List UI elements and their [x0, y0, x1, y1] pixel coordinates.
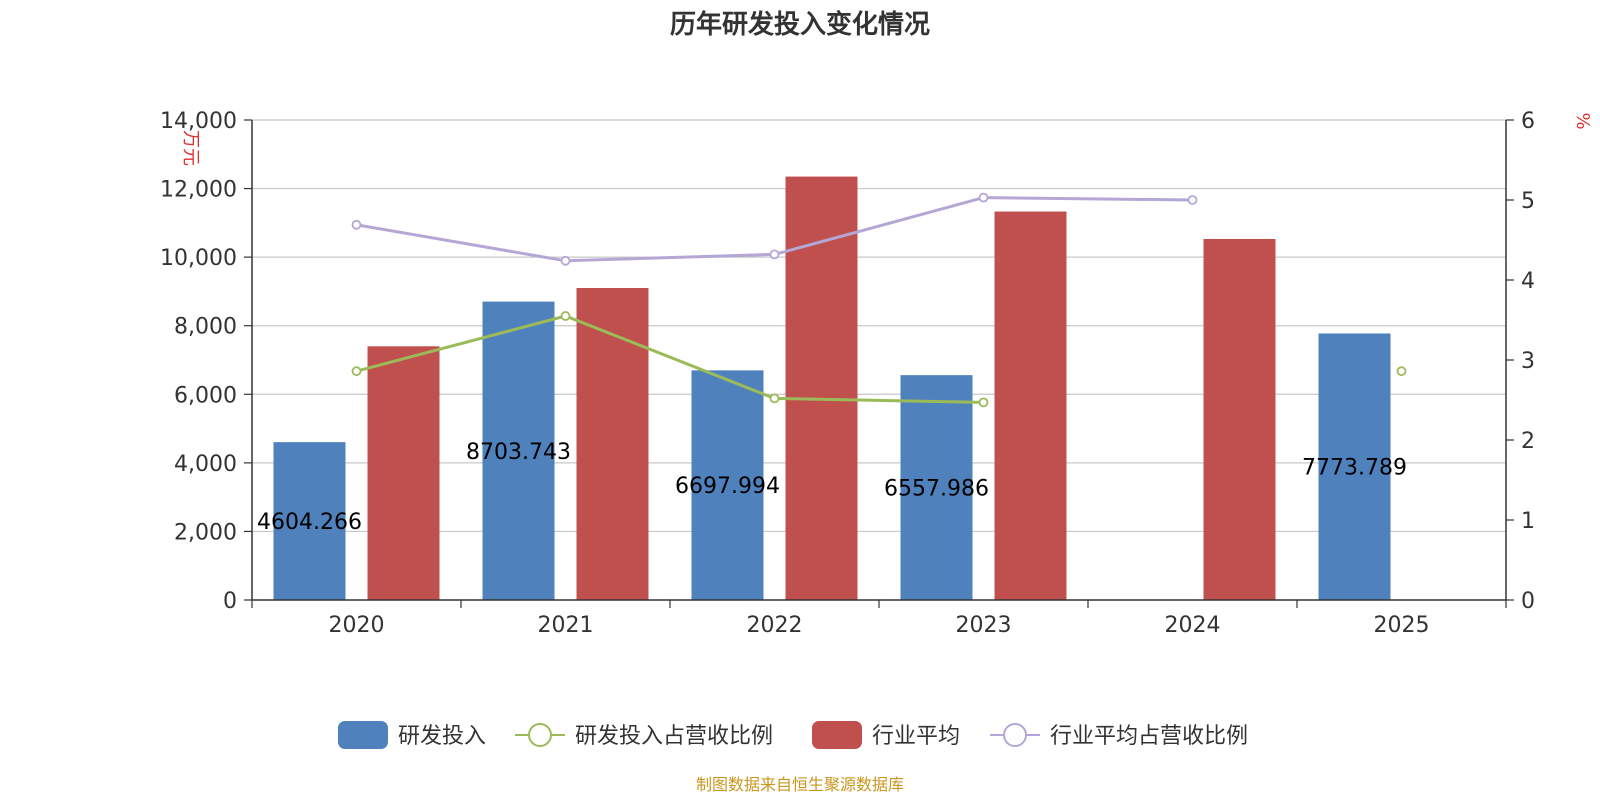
- series-lines: [351, 192, 1407, 408]
- bar-rd-investment: [482, 301, 555, 600]
- series-point: [769, 393, 780, 404]
- x-tick-label: 2021: [538, 613, 594, 638]
- series-line: [356, 314, 984, 404]
- data-label: 8703.743: [466, 440, 571, 465]
- x-tick-label: 2024: [1165, 613, 1221, 638]
- series-point: [769, 249, 780, 260]
- data-label: 6697.994: [675, 474, 780, 499]
- y-left-tick-label: 2,000: [174, 520, 237, 545]
- bar-rd-investment: [273, 442, 346, 600]
- y-left-tick-label: 10,000: [160, 246, 237, 271]
- y-right-tick-label: 0: [1521, 589, 1535, 614]
- y-left-unit-label: 万元: [180, 130, 201, 166]
- chart-title: 历年研发投入变化情况: [670, 9, 930, 40]
- data-label: 4604.266: [257, 510, 362, 535]
- bar-rd-investment: [691, 370, 764, 600]
- x-tick-label: 2022: [747, 613, 803, 638]
- bar-industry-average: [576, 288, 649, 600]
- legend-label: 行业平均占营收比例: [1050, 724, 1248, 749]
- series-point: [560, 311, 571, 321]
- y-left-tick-label: 12,000: [160, 178, 237, 203]
- bar-industry-average: [994, 211, 1067, 601]
- legend-label: 研发投入: [398, 724, 486, 749]
- y-left-tick-label: 4,000: [174, 452, 237, 477]
- data-labels: 4604.266 8703.743 6697.994 6557.986 7773.789: [257, 440, 1407, 535]
- y-right-unit-label: %: [1572, 112, 1593, 129]
- bar-rd-investment: [1318, 333, 1391, 600]
- legend-swatch-bar: [812, 721, 862, 749]
- series-point: [560, 255, 571, 266]
- series-point: [1187, 195, 1198, 205]
- source-note: 制图数据来自恒生聚源数据库: [696, 775, 904, 794]
- y-right-tick-label: 2: [1521, 429, 1535, 454]
- bar-industry-average: [1203, 238, 1276, 600]
- x-tick-label: 2020: [329, 613, 385, 638]
- y-left-tick-label: 0: [223, 589, 237, 614]
- legend: 研发投入 研发投入占营收比例 行业平均 行业平均占营收比例: [338, 721, 1248, 749]
- y-right-tick-label: 1: [1521, 509, 1535, 534]
- legend-label: 行业平均: [872, 724, 960, 749]
- legend-swatch-bar: [338, 721, 388, 749]
- series-point: [351, 366, 362, 377]
- x-tick-label: 2025: [1374, 613, 1430, 638]
- bar-rd-investment: [900, 375, 973, 600]
- y-right-tick-label: 6: [1521, 109, 1535, 134]
- data-label: 6557.986: [884, 477, 989, 502]
- axes: 0 2,000 4,000 6,000 8,000 10,000 12,000 14,000 0…: [160, 109, 1535, 638]
- gridlines: [252, 119, 1506, 533]
- y-right-tick-label: 4: [1521, 269, 1535, 294]
- series-point: [351, 219, 362, 230]
- x-tick-label: 2023: [956, 613, 1012, 638]
- series-point: [978, 397, 989, 408]
- y-left-tick-label: 8,000: [174, 315, 237, 340]
- y-left-tick-label: 14,000: [160, 109, 237, 134]
- bars: [273, 176, 1391, 601]
- y-right-tick-label: 5: [1521, 189, 1535, 214]
- legend-swatch-marker: [1003, 723, 1027, 747]
- data-label: 7773.789: [1302, 456, 1407, 481]
- series-point: [978, 192, 989, 203]
- y-right-tick-label: 3: [1521, 349, 1535, 374]
- bar-industry-average: [367, 346, 440, 600]
- legend-label: 研发投入占营收比例: [575, 724, 773, 749]
- series-point: [1396, 366, 1407, 377]
- legend-swatch-marker: [528, 723, 552, 747]
- y-left-tick-label: 6,000: [174, 383, 237, 408]
